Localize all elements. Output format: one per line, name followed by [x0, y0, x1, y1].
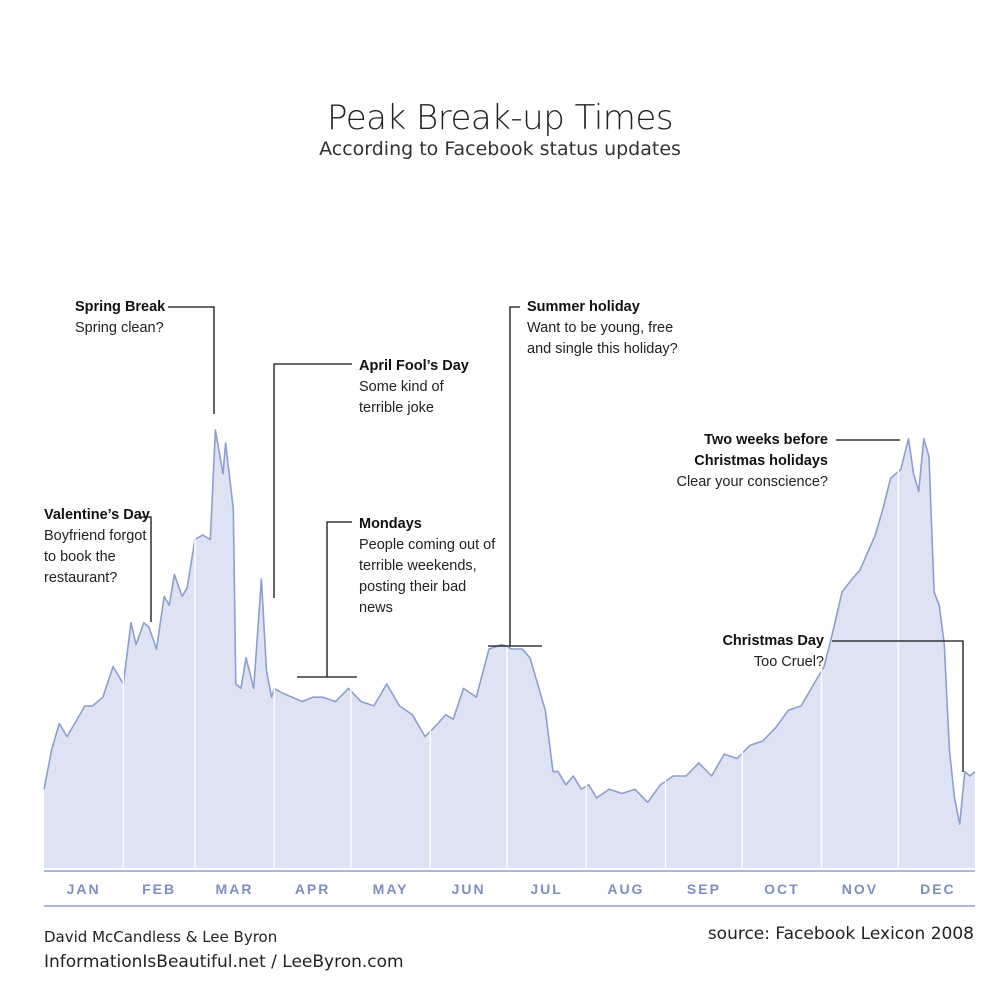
annotation-text: terrible weekends, — [359, 558, 477, 574]
month-label-mar: MAR — [216, 881, 254, 897]
month-label-may: MAY — [373, 881, 409, 897]
leader-christmas — [832, 640, 964, 772]
annotation-text: Want to be young, free — [527, 320, 674, 336]
annotation-heading: Summer holiday — [527, 299, 640, 315]
annotation-heading: Two weeks before — [704, 432, 828, 448]
annotation-text: posting their bad — [359, 579, 467, 595]
month-label-aug: AUG — [607, 881, 644, 897]
annotation-leaders — [141, 306, 964, 772]
credits: David McCandless & Lee Byron Information… — [44, 925, 404, 975]
month-label-feb: FEB — [142, 881, 176, 897]
annotation-valentines: Valentine’s Day Boyfriend forgot to book… — [44, 505, 150, 589]
source-note: source: Facebook Lexicon 2008 — [707, 924, 974, 944]
annotation-text: Boyfriend forgot — [44, 528, 147, 544]
annotation-two-weeks: Two weeks before Christmas holidays Clea… — [676, 430, 828, 493]
annotation-heading: Spring Break — [75, 299, 166, 315]
chart-subtitle: According to Facebook status updates — [319, 138, 681, 160]
month-label-oct: OCT — [764, 881, 800, 897]
credit-authors: David McCandless & Lee Byron — [44, 928, 278, 946]
leader-valentines — [141, 516, 152, 622]
annotation-april-fools: April Fool’s Day Some kind of terrible j… — [359, 356, 469, 419]
annotation-text: terrible joke — [359, 400, 434, 416]
month-label-jun: JUN — [452, 881, 486, 897]
annotation-text: and single this holiday? — [527, 341, 678, 357]
series-line — [43, 429, 976, 826]
month-label-jan: JAN — [67, 881, 101, 897]
month-label-sep: SEP — [687, 881, 721, 897]
month-label-dec: DEC — [920, 881, 956, 897]
annotation-text: Too Cruel? — [753, 654, 824, 670]
leader-summer-holiday — [509, 306, 520, 646]
leader-spring-break — [168, 306, 215, 414]
annotation-text: restaurant? — [44, 570, 118, 586]
month-label-jul: JUL — [530, 881, 562, 897]
annotation-heading: Christmas holidays — [694, 453, 828, 469]
annotation-spring-break: Spring Break Spring clean? — [75, 297, 165, 339]
credit-websites: InformationIsBeautiful.net / LeeByron.co… — [44, 952, 404, 972]
annotation-heading: Mondays — [359, 516, 422, 532]
annotation-text: news — [359, 600, 393, 616]
annotation-text: Some kind of — [359, 379, 444, 395]
leader-april-fools — [273, 363, 352, 598]
annotation-text: to book the — [44, 549, 116, 565]
chart-title: Peak Break-up Times — [326, 98, 674, 138]
annotation-text: Spring clean? — [75, 320, 164, 336]
annotation-heading: Christmas Day — [722, 633, 824, 649]
annotation-heading: Valentine’s Day — [44, 507, 150, 523]
annotation-heading: April Fool’s Day — [359, 358, 469, 374]
annotation-mondays: Mondays People coming out of terrible we… — [359, 514, 495, 619]
month-label-apr: APR — [295, 881, 331, 897]
annotation-text: People coming out of — [359, 537, 496, 553]
annotation-christmas: Christmas Day Too Cruel? — [722, 631, 824, 673]
annotation-summer-holiday: Summer holiday Want to be young, free an… — [527, 297, 678, 360]
leader-mondays — [326, 521, 352, 677]
annotation-text: Clear your conscience? — [676, 474, 828, 490]
month-label-nov: NOV — [842, 881, 878, 897]
